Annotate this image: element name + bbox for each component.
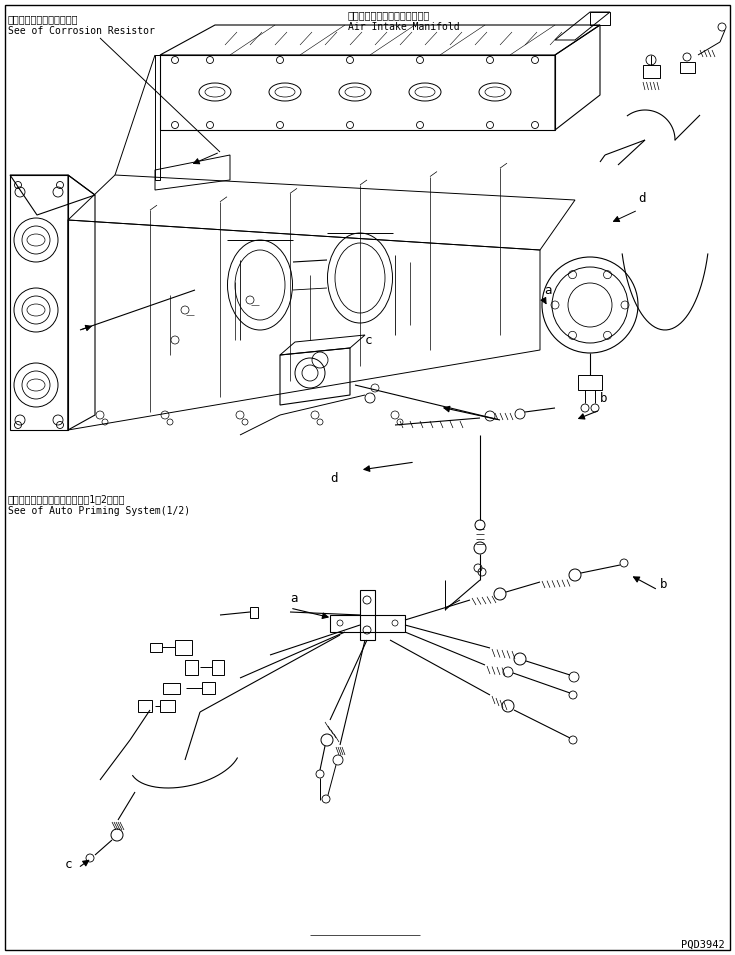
Text: コロージョンレジスタ参照: コロージョンレジスタ参照 xyxy=(8,14,79,24)
Text: See of Auto Priming System(1/2): See of Auto Priming System(1/2) xyxy=(8,506,190,516)
Text: Air Intake Manifold: Air Intake Manifold xyxy=(348,22,459,32)
Text: d: d xyxy=(330,472,337,484)
Text: c: c xyxy=(65,858,73,871)
Text: d: d xyxy=(638,192,645,204)
Text: エアーインテークマニホールド: エアーインテークマニホールド xyxy=(348,10,430,20)
Text: a: a xyxy=(544,284,551,296)
Text: c: c xyxy=(365,333,373,347)
Text: PQD3942: PQD3942 xyxy=(681,940,725,950)
Text: a: a xyxy=(290,591,298,605)
Text: b: b xyxy=(600,392,608,405)
Text: See of Corrosion Resistor: See of Corrosion Resistor xyxy=(8,26,155,36)
Text: オートプライミングシステム（1／2）参照: オートプライミングシステム（1／2）参照 xyxy=(8,494,126,504)
Text: b: b xyxy=(660,579,667,591)
